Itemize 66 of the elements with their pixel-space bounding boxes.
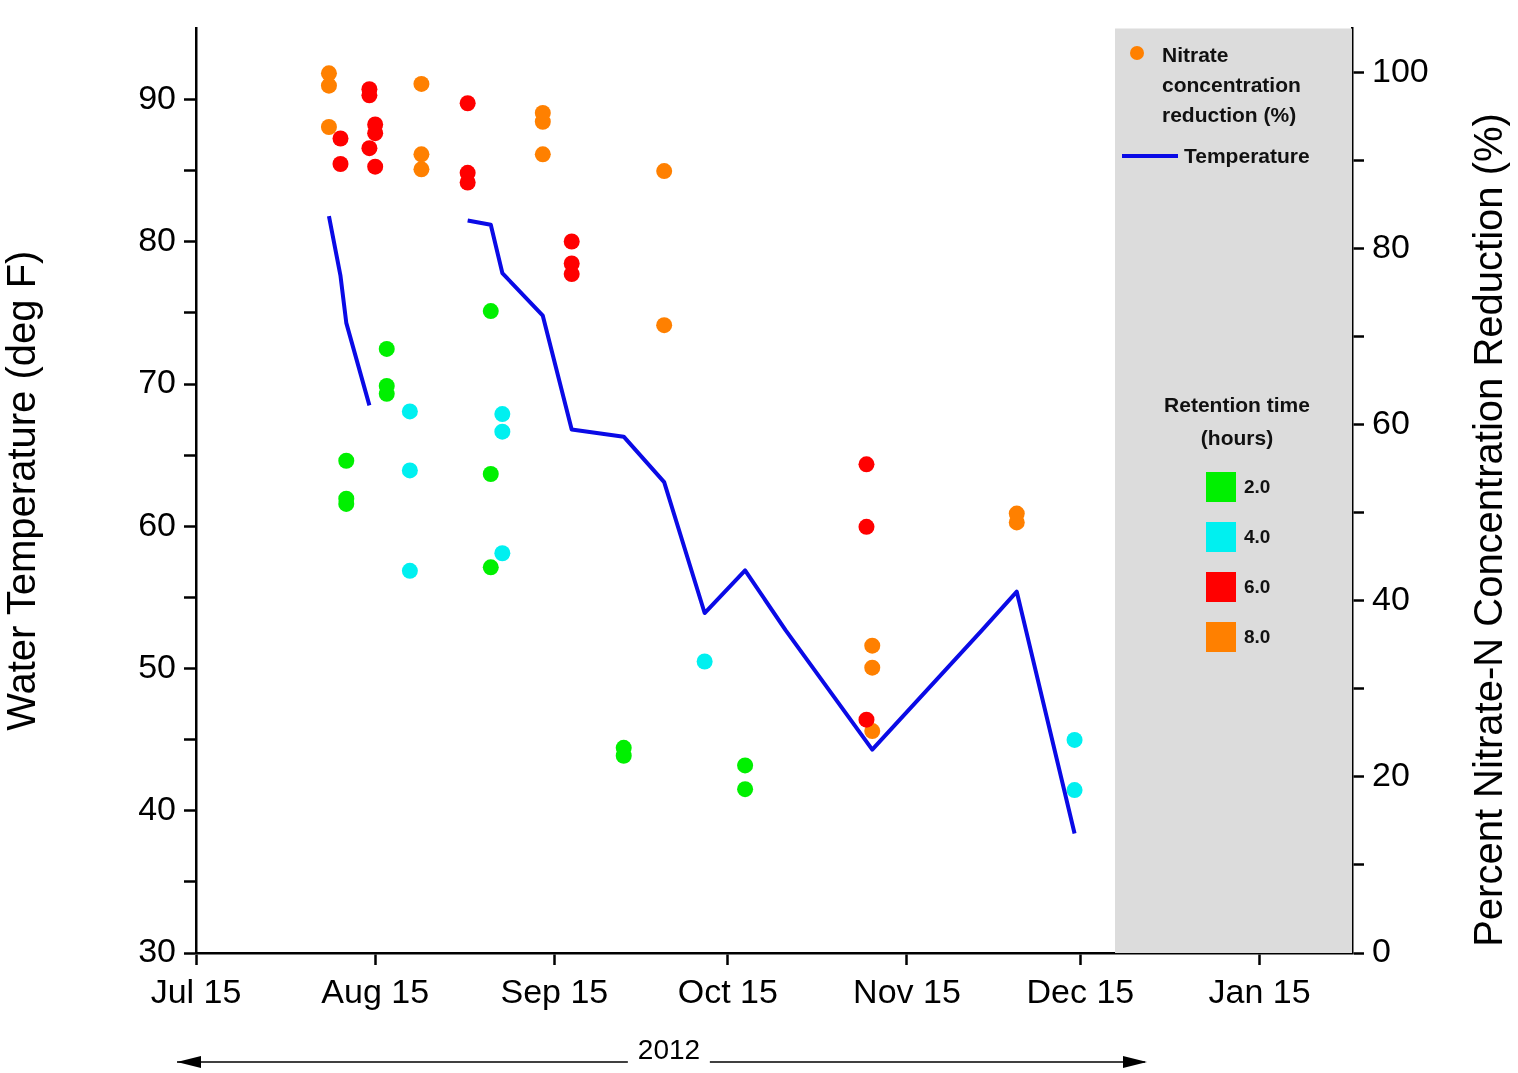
point (401, 403, 418, 420)
point (656, 317, 673, 334)
point (656, 163, 673, 180)
y-tick-label: 50 (138, 646, 176, 685)
x-tick-label: Nov 15 (853, 971, 961, 1010)
y2-axis-title: Percent Nitrate-N Concentration Reduction (%) (1465, 113, 1511, 947)
point (494, 545, 511, 562)
point (696, 653, 713, 670)
y-tick-label: 40 (138, 789, 176, 828)
y2-tick-label: 100 (1372, 50, 1429, 89)
point (338, 452, 355, 469)
x-tick-label: Dec 15 (1026, 971, 1135, 1010)
y-tick-label: 30 (138, 931, 176, 970)
y-tick-label: 90 (138, 77, 176, 116)
point (864, 659, 881, 676)
y-tick-label: 60 (138, 504, 176, 543)
point (413, 75, 430, 92)
y2-tick-label: 80 (1372, 226, 1410, 265)
point (320, 119, 337, 136)
legend-label: 6.0 (1244, 576, 1271, 598)
point (858, 518, 875, 535)
y-tick-label: 70 (138, 362, 176, 401)
x-tick-label: Aug 15 (321, 971, 430, 1010)
point (858, 711, 875, 728)
point (864, 637, 881, 654)
y2-tick-label: 20 (1372, 755, 1410, 794)
point (332, 130, 349, 147)
point (482, 559, 499, 576)
y2-tick-label: 40 (1372, 579, 1410, 618)
point (378, 340, 395, 357)
point (332, 156, 349, 173)
text: 2012 (627, 1034, 711, 1066)
point (737, 781, 754, 798)
x-tick-label: Jan 15 (1208, 971, 1311, 1010)
legend-label: 4.0 (1244, 526, 1271, 548)
annotation: Nitrate concentration reduction (%) (1162, 42, 1302, 128)
x-tick-label: Jul 15 (150, 971, 242, 1010)
point (494, 406, 511, 423)
point (494, 423, 511, 440)
point (482, 303, 499, 320)
legend-label: 8.0 (1244, 626, 1271, 648)
point (401, 462, 418, 479)
point (361, 140, 378, 157)
point (367, 158, 384, 175)
x-tick-label: Oct 15 (677, 971, 778, 1010)
point (320, 77, 337, 94)
y2-tick-label: 60 (1372, 403, 1410, 442)
point (1066, 731, 1083, 748)
y2-tick-label: 0 (1372, 931, 1391, 970)
point (737, 757, 754, 774)
point (413, 161, 430, 178)
point (401, 562, 418, 579)
point (482, 465, 499, 482)
point (563, 233, 580, 250)
y-tick-label: 80 (138, 220, 176, 259)
legend-label: 2.0 (1244, 476, 1271, 498)
legend-label: Temperature (1184, 144, 1310, 168)
x-tick-label: Sep 15 (500, 971, 609, 1010)
point (534, 146, 551, 163)
point (858, 456, 875, 473)
y-axis-title: Water Temperature (deg F) (0, 250, 44, 731)
legend-title: Retention time (hours) (1163, 392, 1311, 451)
point (413, 146, 430, 163)
point (459, 95, 476, 112)
point (563, 266, 580, 283)
point (1066, 782, 1083, 799)
